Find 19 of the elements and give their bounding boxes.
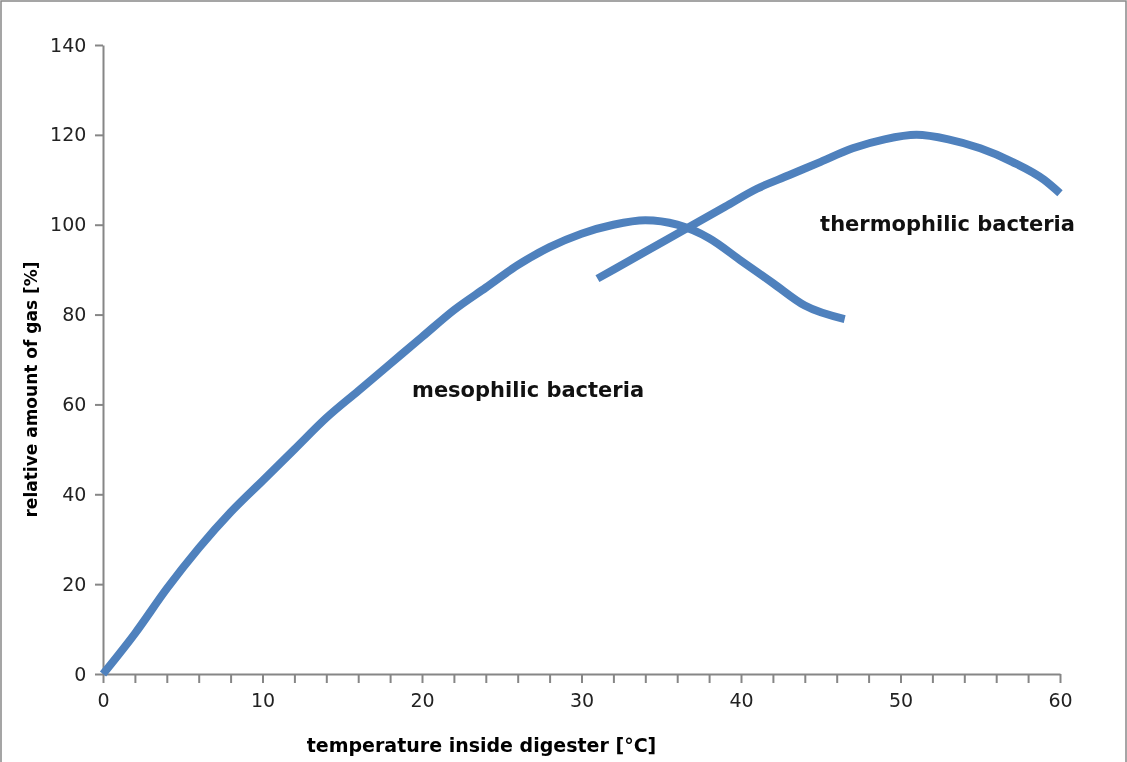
x-axis-title: temperature inside digester [°C]	[306, 734, 657, 756]
series-label: thermophilic bacteria	[820, 212, 1075, 237]
y-tick-label: 60	[62, 393, 87, 416]
x-tick-label: 40	[729, 688, 754, 711]
y-tick-label: 40	[62, 482, 87, 505]
x-tick-label: 20	[410, 688, 435, 711]
x-tick-label: 60	[1048, 688, 1073, 711]
y-tick-label: 20	[62, 572, 87, 595]
x-tick-label: 10	[250, 688, 276, 711]
x-tick-label: 0	[97, 688, 110, 711]
series-label: mesophilic bacteria	[412, 378, 645, 403]
y-tick-label: 0	[74, 662, 87, 685]
x-tick-label: 50	[888, 688, 914, 711]
y-axis-title: relative amount of gas [%]	[21, 261, 41, 518]
y-tick-label: 120	[50, 123, 87, 146]
x-tick-label: 30	[569, 688, 595, 711]
y-tick-label: 80	[62, 303, 87, 326]
y-tick-label: 140	[50, 33, 87, 56]
y-tick-label: 100	[50, 213, 87, 236]
